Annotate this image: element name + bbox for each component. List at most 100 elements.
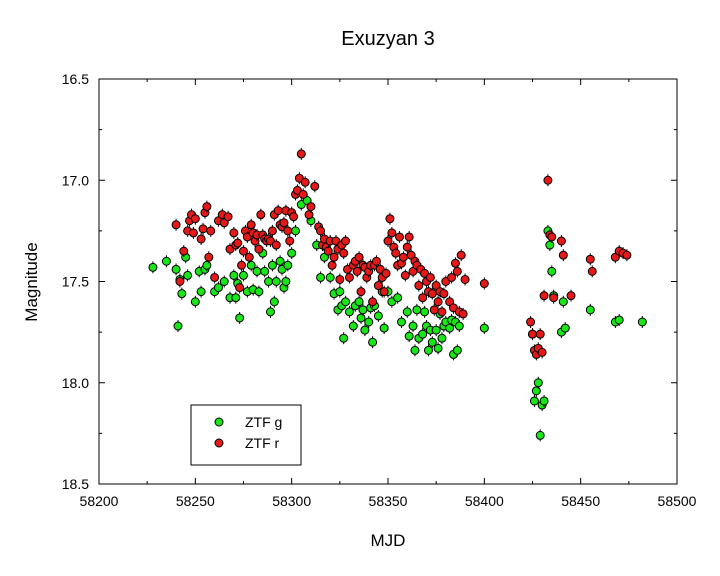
point-ztf-g	[287, 248, 297, 258]
point-ztf-r	[298, 189, 308, 199]
point-ztf-r	[429, 305, 439, 315]
point-ztf-g	[410, 345, 420, 355]
point-ztf-g	[637, 317, 647, 327]
point-ztf-g	[423, 345, 433, 355]
point-ztf-r	[447, 272, 457, 282]
point-ztf-r	[418, 293, 428, 303]
point-ztf-r	[398, 252, 408, 262]
axis-ticks: 58200 58250 58300 58350 58400 58450 58500 16.5 1…	[62, 71, 697, 509]
point-ztf-g	[531, 386, 541, 396]
point-ztf-r	[327, 260, 337, 270]
point-ztf-r	[300, 177, 310, 187]
point-ztf-g	[335, 287, 345, 297]
point-ztf-r	[368, 297, 378, 307]
point-ztf-g	[148, 262, 158, 272]
point-ztf-g	[585, 305, 595, 315]
point-ztf-g	[360, 325, 370, 335]
point-ztf-r	[433, 297, 443, 307]
y-tick-label: 16.5	[62, 71, 89, 87]
x-tick-label: 58250	[176, 493, 215, 509]
point-ztf-r	[190, 214, 200, 224]
point-ztf-r	[373, 281, 383, 291]
point-ztf-g	[529, 396, 539, 406]
y-axis-label: Magnitude	[22, 242, 41, 321]
point-ztf-r	[233, 238, 243, 248]
point-ztf-g	[246, 260, 256, 270]
point-ztf-g	[219, 277, 229, 286]
point-ztf-g	[275, 256, 285, 266]
point-ztf-g	[412, 305, 422, 315]
point-ztf-r	[566, 291, 576, 301]
point-ztf-r	[587, 266, 597, 276]
point-ztf-r	[235, 283, 245, 293]
legend-marker-ztf-g	[214, 417, 224, 427]
point-ztf-g	[161, 256, 171, 266]
point-ztf-r	[539, 291, 549, 301]
point-ztf-g	[265, 307, 275, 317]
point-ztf-g	[393, 293, 403, 303]
point-ztf-r	[175, 277, 185, 286]
point-ztf-r	[329, 252, 339, 262]
point-ztf-g	[427, 337, 437, 347]
point-ztf-g	[402, 307, 412, 317]
point-ztf-g	[254, 287, 264, 297]
point-ztf-g	[196, 287, 206, 297]
x-tick-label: 58450	[561, 493, 600, 509]
point-ztf-r	[383, 236, 393, 246]
point-ztf-r	[256, 210, 266, 220]
point-ztf-g	[535, 430, 545, 440]
point-ztf-g	[539, 396, 549, 406]
point-ztf-g	[396, 317, 406, 327]
point-ztf-r	[371, 256, 381, 266]
point-ztf-g	[368, 337, 378, 347]
point-ztf-g	[545, 240, 555, 250]
y-tick-label: 18.5	[62, 476, 89, 492]
point-ztf-r	[456, 250, 466, 260]
point-ztf-r	[391, 248, 401, 258]
point-ztf-g	[252, 266, 262, 276]
point-ztf-r	[352, 266, 362, 276]
point-ztf-g	[379, 323, 389, 333]
point-ztf-r	[171, 220, 181, 230]
point-ztf-r	[537, 347, 547, 357]
point-ztf-g	[339, 333, 349, 343]
point-ztf-g	[408, 321, 418, 331]
point-ztf-g	[560, 323, 570, 333]
point-ztf-r	[439, 289, 449, 299]
point-ztf-g	[418, 329, 428, 339]
point-ztf-r	[267, 226, 277, 236]
point-ztf-r	[452, 266, 462, 276]
point-ztf-r	[204, 252, 214, 262]
point-ztf-r	[535, 329, 545, 339]
point-ztf-g	[364, 317, 374, 327]
point-ztf-r	[425, 272, 435, 282]
point-ztf-r	[460, 274, 470, 284]
point-ztf-g	[264, 277, 274, 286]
point-ztf-r	[254, 244, 264, 254]
point-ztf-r	[304, 210, 314, 220]
point-ztf-r	[437, 307, 447, 317]
x-tick-label: 58300	[272, 493, 311, 509]
point-ztf-r	[339, 248, 349, 258]
y-tick-label: 17.0	[62, 172, 89, 188]
point-ztf-r	[198, 224, 208, 234]
point-ztf-r	[354, 252, 364, 262]
point-ztf-r	[622, 250, 632, 260]
point-ztf-r	[279, 218, 289, 228]
point-ztf-g	[325, 272, 335, 282]
point-ztf-g	[348, 321, 358, 331]
point-ztf-g	[260, 266, 270, 276]
point-ztf-r	[379, 287, 389, 297]
point-ztf-r	[202, 202, 212, 212]
x-tick-label: 58500	[658, 493, 697, 509]
point-ztf-r	[427, 289, 437, 299]
x-tick-label: 58400	[465, 493, 504, 509]
point-ztf-g	[316, 272, 326, 282]
point-ztf-r	[387, 228, 397, 238]
point-ztf-r	[188, 228, 198, 238]
point-ztf-g	[267, 260, 277, 270]
legend-label-ztf-g: ZTF g	[245, 414, 282, 430]
point-ztf-g	[190, 297, 200, 307]
point-ztf-g	[420, 307, 430, 317]
point-ztf-r	[239, 246, 248, 256]
